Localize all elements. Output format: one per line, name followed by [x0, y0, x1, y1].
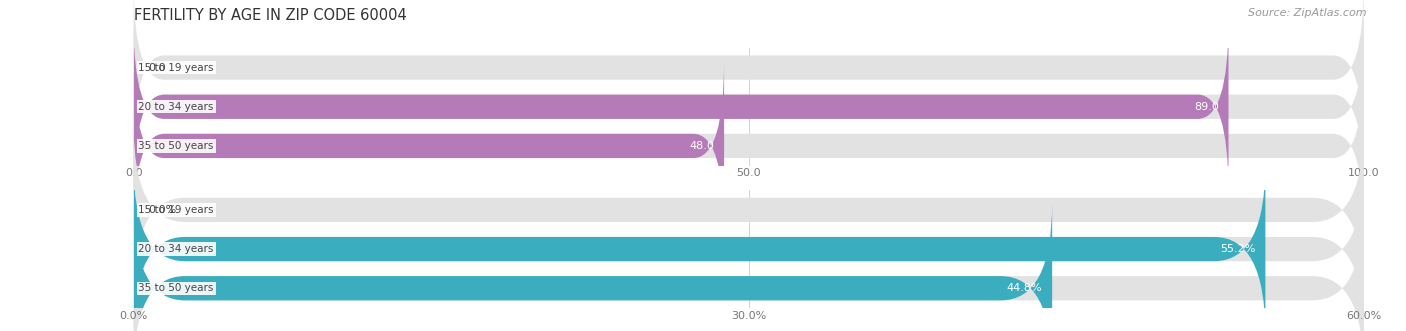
Text: Source: ZipAtlas.com: Source: ZipAtlas.com — [1249, 8, 1367, 18]
Text: 20 to 34 years: 20 to 34 years — [138, 102, 214, 112]
Text: FERTILITY BY AGE IN ZIP CODE 60004: FERTILITY BY AGE IN ZIP CODE 60004 — [134, 8, 406, 23]
FancyBboxPatch shape — [134, 203, 1364, 331]
Text: 20 to 34 years: 20 to 34 years — [138, 244, 214, 254]
Text: 55.2%: 55.2% — [1220, 244, 1256, 254]
FancyBboxPatch shape — [134, 0, 1364, 153]
Text: 44.8%: 44.8% — [1007, 283, 1042, 293]
FancyBboxPatch shape — [134, 21, 1364, 193]
Text: 15 to 19 years: 15 to 19 years — [138, 205, 214, 215]
FancyBboxPatch shape — [134, 21, 1229, 193]
Text: 15 to 19 years: 15 to 19 years — [138, 63, 214, 72]
FancyBboxPatch shape — [134, 124, 1364, 296]
Text: 48.0: 48.0 — [689, 141, 714, 151]
Text: 35 to 50 years: 35 to 50 years — [138, 141, 214, 151]
Text: 0.0%: 0.0% — [149, 205, 177, 215]
FancyBboxPatch shape — [134, 60, 1364, 232]
Text: 89.0: 89.0 — [1194, 102, 1219, 112]
FancyBboxPatch shape — [134, 60, 724, 232]
FancyBboxPatch shape — [134, 163, 1265, 331]
Text: 35 to 50 years: 35 to 50 years — [138, 283, 214, 293]
FancyBboxPatch shape — [134, 163, 1364, 331]
Text: 0.0: 0.0 — [149, 63, 166, 72]
FancyBboxPatch shape — [134, 203, 1052, 331]
